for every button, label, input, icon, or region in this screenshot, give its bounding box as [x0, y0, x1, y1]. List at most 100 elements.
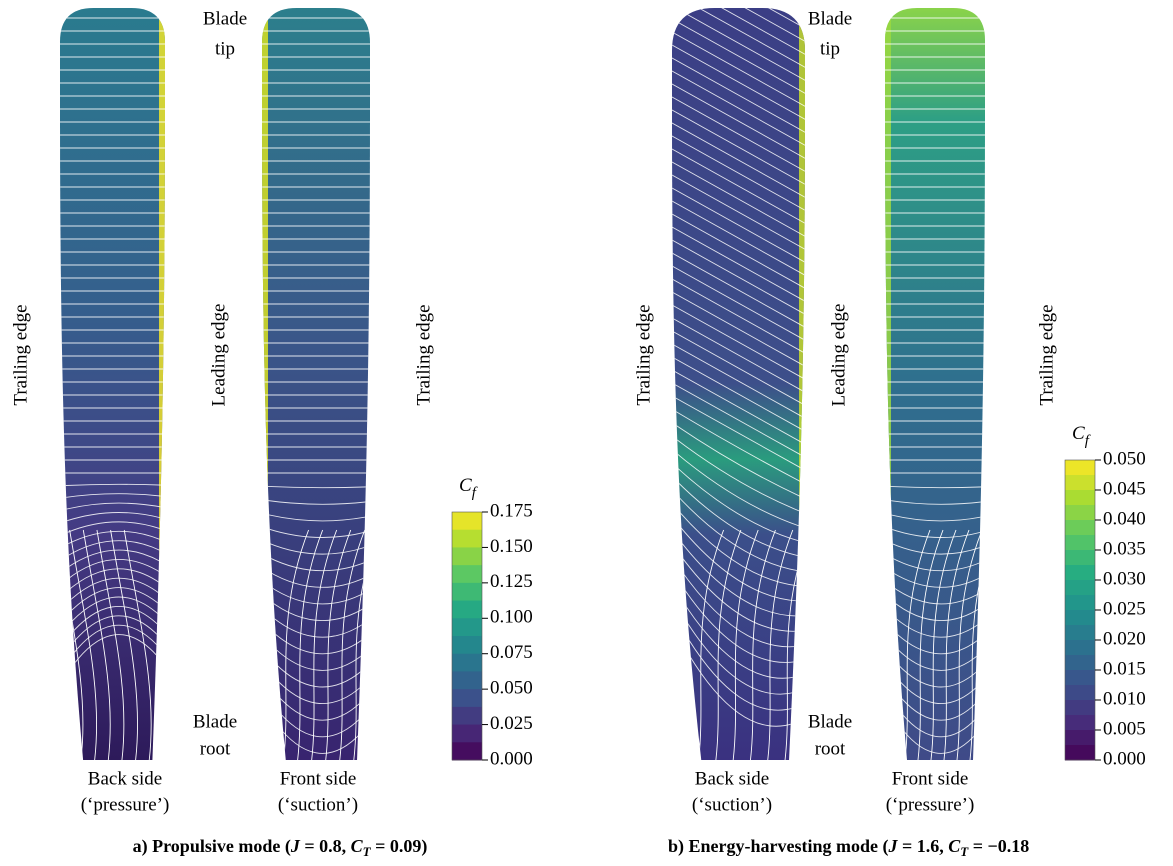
caption-part: a) Propulsive mode (: [133, 836, 291, 857]
colorbar-band: [452, 600, 482, 619]
colorbar-band: [1065, 715, 1095, 731]
tip-label: Blade: [203, 8, 247, 29]
colorbar-band: [1065, 700, 1095, 716]
colorbar-tick-label: 0.025: [490, 713, 533, 734]
streamline: [60, 502, 165, 513]
blade-surface: [60, 8, 165, 760]
streamline: [60, 483, 165, 487]
high-friction-band: [885, 8, 891, 610]
root-streamline: [69, 529, 98, 760]
symbol: C: [459, 475, 472, 496]
subscript: f: [1085, 433, 1091, 449]
colorbar-tick-label: 0.035: [1103, 538, 1146, 559]
root-label: root: [815, 738, 846, 759]
streamline: [672, 548, 805, 648]
blade: [672, 8, 805, 760]
colorbar-band: [1065, 625, 1095, 641]
root-streamline: [96, 529, 125, 760]
colorbar-band: [1065, 475, 1095, 491]
edge-highlight: [159, 8, 165, 610]
subscript: f: [472, 485, 478, 501]
colorbar-band: [452, 689, 482, 708]
symbol: C: [1072, 423, 1085, 444]
streamline: [672, 28, 805, 110]
streamline: [262, 511, 370, 522]
edge-label: Leading edge: [828, 304, 849, 407]
streamline: [672, 132, 805, 214]
root-streamline: [297, 529, 324, 760]
colorbar-title: Cf: [459, 475, 478, 501]
streamline: [672, 392, 805, 474]
streamline: [672, 314, 805, 396]
caption-part: = 0.09): [371, 836, 428, 857]
blade: [60, 8, 165, 760]
colorbar-tick-label: 0.040: [1103, 508, 1146, 529]
streamline: [672, 184, 805, 266]
colorbar-band: [1065, 655, 1095, 671]
caption-part: T: [960, 844, 969, 859]
tip-label: Blade: [808, 8, 852, 29]
streamline: [672, 197, 805, 279]
colorbar-band: [1065, 610, 1095, 626]
colorbar-band: [452, 724, 482, 743]
edge-label: Trailing edge: [1036, 304, 1057, 405]
caption-part: = −0.18: [968, 836, 1029, 856]
streamline: [672, 93, 805, 175]
colorbar-tick-label: 0.150: [490, 536, 533, 557]
colorbar-band: [1065, 505, 1095, 521]
colorbar-band: [1065, 550, 1095, 566]
root-streamline: [325, 529, 352, 760]
colorbar-tick-label: 0.050: [1103, 448, 1146, 469]
caption: a) Propulsive mode (J = 0.8, CT = 0.09): [133, 836, 428, 859]
root-streamline: [767, 529, 794, 760]
root-label: Blade: [808, 711, 852, 732]
root-streamline: [930, 529, 957, 760]
side-label: Back side: [88, 768, 162, 789]
root-streamline: [82, 529, 111, 760]
side-label: Front side: [892, 768, 969, 789]
colorbar-tick-label: 0.020: [1103, 628, 1146, 649]
root-streamline: [123, 529, 152, 760]
colorbar-title: Cf: [1072, 423, 1091, 449]
streamline: [672, 275, 805, 357]
streamline: [672, 249, 805, 331]
streamline: [672, 106, 805, 188]
colorbar-tick-label: 0.075: [490, 642, 533, 663]
blade-surface: [885, 8, 985, 760]
streamline: [672, 509, 805, 602]
colorbar-band: [452, 636, 482, 655]
colorbar-tick-label: 0.175: [490, 500, 533, 521]
colorbar-tick-label: 0.000: [1103, 748, 1146, 769]
high-friction-band: [262, 8, 268, 610]
caption-part: J: [887, 836, 898, 856]
colorbar-band: [1065, 565, 1095, 581]
streamline: [672, 366, 805, 448]
streamline: [672, 483, 805, 573]
colorbar-tick-label: 0.010: [1103, 688, 1146, 709]
streamline: [672, 301, 805, 383]
colorbar-band: [1065, 460, 1095, 476]
root-streamline: [750, 529, 776, 760]
streamline: [672, 41, 805, 123]
streamline: [262, 485, 370, 489]
streamline: [672, 8, 805, 32]
colorbar-tick-label: 0.100: [490, 607, 533, 628]
streamline: [672, 379, 805, 461]
streamline: [262, 498, 370, 505]
colorbar-tick-label: 0.045: [1103, 478, 1146, 499]
streamline: [672, 8, 805, 71]
side-label: (‘pressure’): [886, 794, 975, 815]
root-streamline: [339, 529, 366, 760]
streamline: [672, 158, 805, 240]
streamline: [672, 418, 805, 502]
colorbar-band: [452, 547, 482, 566]
edge-label: Leading edge: [208, 304, 229, 407]
colorbar-band: [452, 653, 482, 672]
streamline: [672, 223, 805, 305]
caption-part: = 1.6,: [897, 836, 948, 856]
colorbar-band: [1065, 490, 1095, 506]
streamline: [672, 405, 805, 487]
root-streamline: [904, 529, 931, 760]
caption-part: T: [363, 844, 372, 859]
streamline: [672, 444, 805, 530]
